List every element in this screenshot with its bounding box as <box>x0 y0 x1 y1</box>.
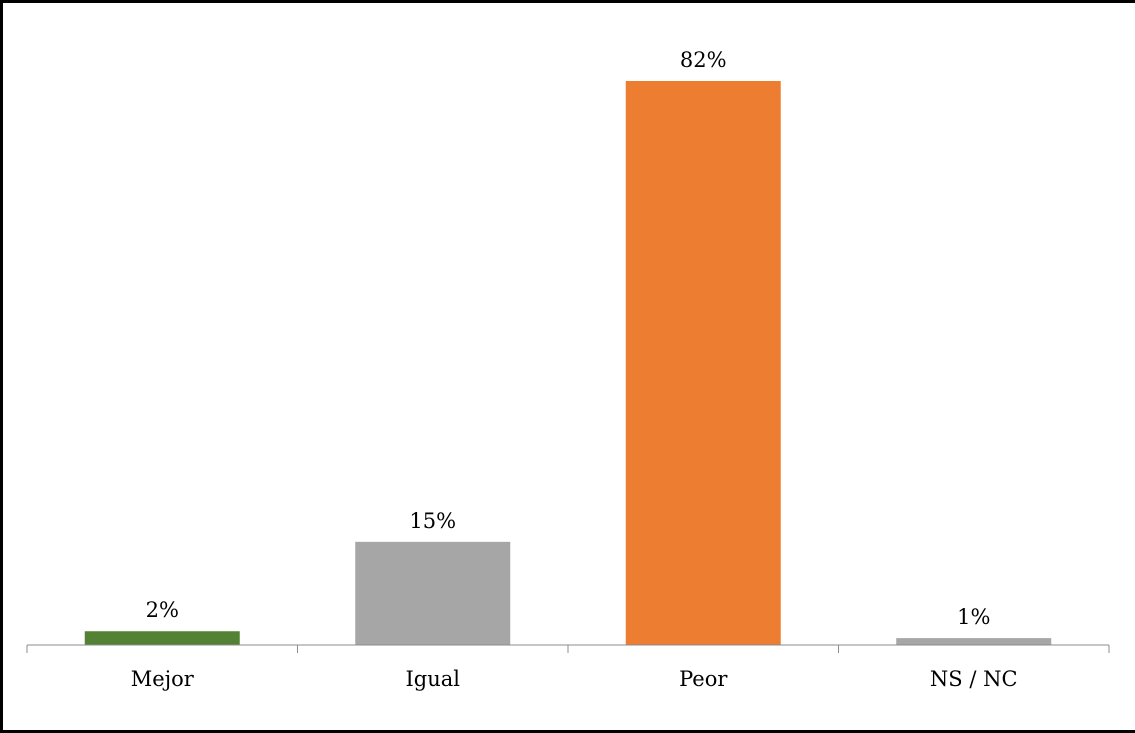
x-tick-label: Mejor <box>131 667 195 691</box>
data-label: 82% <box>680 48 727 72</box>
x-tick-label: NS / NC <box>930 667 1018 691</box>
bar-ns-nc <box>896 638 1052 645</box>
x-tick-label: Peor <box>679 667 728 691</box>
data-label: 1% <box>957 605 990 629</box>
bar-peor <box>625 81 781 645</box>
bar-igual <box>355 541 511 645</box>
data-label: 15% <box>409 509 456 533</box>
data-label: 2% <box>146 598 179 622</box>
x-tick-label: Igual <box>406 667 461 691</box>
bar-chart: 2% Mejor 15% Igual 82% Peor 1% NS / NC <box>26 48 1110 691</box>
bar-mejor <box>84 631 240 645</box>
